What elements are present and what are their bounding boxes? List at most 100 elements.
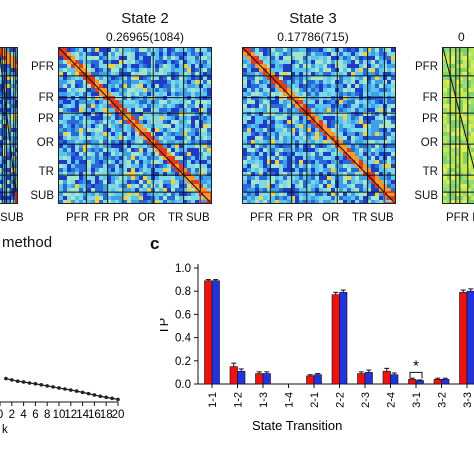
bar [255, 373, 264, 385]
state2-row-labels: PFR FR PR OR TR SUB [14, 47, 54, 202]
bar [459, 292, 468, 385]
x-tick-label: 1-3 [258, 392, 270, 408]
col-label-pfr: PFR [66, 212, 89, 224]
state4-subtitle: 0 [458, 30, 465, 44]
row-label-tr: TR [422, 166, 438, 178]
bar [357, 373, 366, 385]
heatmap-cells [443, 48, 474, 203]
x-tick-label: 1-1 [207, 392, 219, 408]
x-tick-label: 10 [53, 409, 66, 421]
y-tick-label: 0.0 [175, 379, 191, 391]
bar [441, 379, 450, 385]
bar [339, 292, 348, 385]
heatmap-cells [59, 48, 211, 203]
col-label-fr: FR [278, 212, 294, 224]
row-label-pr: PR [422, 113, 438, 125]
line-point [27, 381, 32, 385]
significance-marker: * [413, 357, 419, 374]
significance-bracket [409, 371, 423, 379]
bar [466, 290, 474, 385]
heatmap-cells [243, 48, 395, 203]
bar [382, 370, 391, 385]
x-tick-label: 18 [100, 409, 113, 421]
bar [390, 374, 399, 385]
col-label-tr: TR [168, 212, 184, 224]
x-tick-label: 2-1 [309, 392, 321, 408]
x-axis-label: k [2, 424, 8, 436]
panel-c-bar-chart: 0.0 0.2 0.4 0.6 0.8 1.0 TP 1-1 1-2 1-3 1-4 2-1 2-2 2-… [160, 263, 474, 433]
line-point [51, 385, 55, 389]
line-point [33, 382, 38, 386]
row-label-or: OR [36, 137, 54, 149]
line-point [110, 396, 114, 401]
row-label-tr: TR [38, 166, 54, 178]
state3-matrix [242, 47, 396, 204]
state3-title: State 3 [289, 10, 337, 27]
row-label-fr: FR [38, 92, 54, 104]
line-point [80, 390, 85, 395]
state1-col-label: SUB [0, 212, 24, 224]
x-tick-label: 4 [20, 409, 27, 421]
x-tick-label: 0 [0, 409, 3, 421]
x-tick-label: 8 [44, 409, 50, 421]
state2-col-labels: PFR FR PR OR TR SUB [58, 212, 210, 226]
line-point [86, 391, 91, 396]
state4-row-labels: PFR FR PR OR TR SUB [398, 47, 438, 202]
state2-title: State 2 [121, 10, 169, 27]
bar [433, 379, 442, 385]
state3-col-labels: PFR FR PR OR TR SUB [242, 212, 394, 226]
state4-matrix [442, 47, 474, 204]
row-label-sub: SUB [414, 190, 438, 202]
line-point [116, 397, 120, 402]
bar [415, 380, 424, 385]
line-point [21, 380, 26, 384]
col-label-fr: FR [94, 212, 110, 224]
y-axis-label: TP [160, 318, 171, 335]
y-tick-label: 0.4 [175, 333, 192, 345]
col-label-pfr: PFR [250, 212, 273, 224]
x-tick-label: 20 [112, 409, 125, 421]
state1-matrix [0, 47, 18, 204]
line-point [45, 384, 49, 388]
row-label-sub: SUB [30, 190, 54, 202]
row-label-fr: FR [422, 92, 438, 104]
state2-matrix [58, 47, 212, 204]
y-tick-label: 0.8 [175, 286, 191, 298]
col-label-pr: PR [297, 212, 313, 224]
row-label-pfr: PFR [415, 61, 438, 73]
x-tick-label: 3-1 [411, 392, 423, 408]
x-tick-label: 16 [88, 409, 101, 421]
x-tick-label: 1-4 [284, 392, 296, 408]
panel-b-title: method [2, 234, 53, 251]
x-tick-label: 2-2 [335, 392, 347, 408]
state4-col-label: PFR F [446, 212, 474, 224]
x-tick-label: 14 [76, 409, 89, 421]
line-point [63, 387, 67, 391]
bar [306, 375, 315, 385]
col-label-tr: TR [352, 212, 368, 224]
x-tick-label: 6 [32, 409, 38, 421]
x-tick-label: 3-3 [462, 392, 474, 408]
row-label-pr: PR [38, 113, 54, 125]
bar [408, 379, 417, 385]
bar [313, 374, 322, 385]
line-point [39, 383, 44, 387]
panel-b-line-chart: 02468101214161820 k [0, 376, 125, 436]
col-label-sub: SUB [186, 212, 210, 224]
col-label-or: OR [138, 212, 156, 224]
state3-subtitle: 0.17786(715) [277, 30, 349, 44]
bar [204, 280, 213, 385]
line-point [104, 395, 108, 400]
x-tick-label: 3-2 [437, 392, 449, 408]
y-tick-label: 0.6 [175, 309, 191, 321]
x-tick-label: 2 [9, 409, 15, 421]
bar [237, 370, 246, 385]
line-point [98, 394, 103, 399]
line-point [92, 393, 97, 397]
line-point [69, 388, 73, 392]
y-tick-label: 0.2 [175, 356, 191, 368]
x-tick-label: 2-3 [360, 392, 372, 408]
bar [211, 280, 220, 385]
col-label-or: OR [322, 212, 340, 224]
row-label-or: OR [420, 137, 438, 149]
